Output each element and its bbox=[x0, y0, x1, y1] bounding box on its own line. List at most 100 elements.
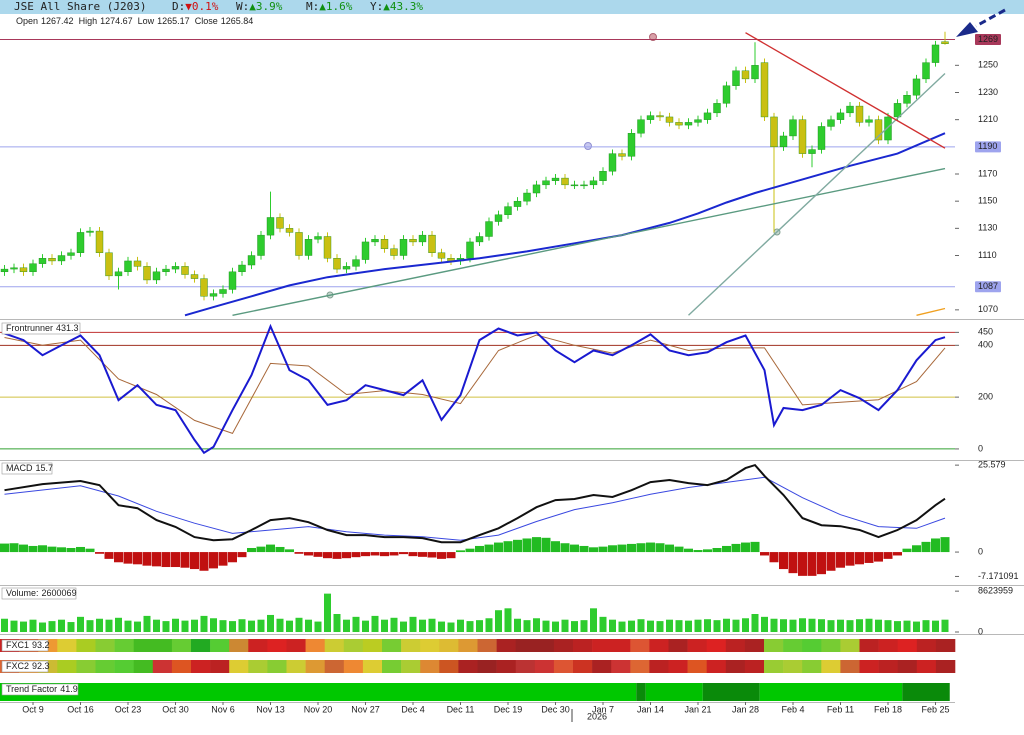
volume-bar bbox=[504, 608, 512, 632]
volume-bar bbox=[153, 619, 160, 632]
histogram-bar bbox=[0, 543, 9, 553]
histogram-bar bbox=[931, 538, 940, 553]
candle-body bbox=[504, 206, 512, 215]
candle-body bbox=[836, 112, 845, 120]
change-item: W:▲3.9% bbox=[236, 0, 283, 13]
heat-cell bbox=[477, 660, 497, 673]
y-tick-label: 0 bbox=[978, 546, 983, 556]
volume-bar bbox=[248, 620, 255, 632]
panel-title-name: Trend Factor bbox=[6, 684, 57, 694]
heat-cell bbox=[458, 639, 478, 652]
heat-cell bbox=[630, 639, 650, 652]
heat-cell bbox=[802, 639, 822, 652]
volume-bar bbox=[704, 619, 711, 632]
histogram-bar bbox=[237, 552, 247, 558]
histogram-bar bbox=[855, 552, 864, 565]
volume-bar bbox=[162, 621, 170, 632]
trend-segment bbox=[636, 683, 646, 701]
candle-body bbox=[266, 217, 275, 236]
volume-bar bbox=[618, 621, 626, 632]
histogram-bar bbox=[123, 552, 133, 564]
volume-bar bbox=[542, 620, 550, 632]
ohlc-value: 1265.84 bbox=[221, 16, 254, 26]
level-label-box bbox=[975, 34, 1001, 46]
change-value: ▲1.6% bbox=[319, 0, 352, 13]
candle-body bbox=[190, 274, 199, 279]
heat-cell bbox=[57, 660, 77, 673]
x-tick-label: Nov 20 bbox=[304, 704, 333, 714]
anchor-point bbox=[649, 33, 657, 41]
histogram-bar bbox=[104, 552, 114, 559]
volume-bar bbox=[314, 621, 322, 632]
histogram-bar bbox=[807, 552, 817, 576]
heat-cell bbox=[553, 660, 574, 673]
heat-cell bbox=[210, 639, 230, 652]
heat-cell bbox=[859, 660, 879, 673]
candle-body bbox=[143, 266, 151, 281]
volume-bar bbox=[875, 619, 882, 632]
volume-bar bbox=[761, 616, 768, 632]
x-tick-label: Feb 11 bbox=[827, 704, 854, 714]
line bbox=[4, 463, 946, 544]
volume-bar bbox=[276, 618, 284, 632]
candle-body bbox=[95, 230, 104, 253]
histogram-bar bbox=[636, 543, 646, 553]
candle-body bbox=[817, 126, 826, 150]
heat-cell bbox=[725, 639, 746, 652]
heat-cell bbox=[935, 639, 956, 652]
candle-body bbox=[428, 234, 436, 253]
heat-cell bbox=[152, 660, 173, 673]
candle-body bbox=[285, 228, 294, 233]
heat-cell bbox=[744, 639, 765, 652]
x-tick-label: Feb 25 bbox=[921, 704, 949, 714]
panel-title: Frontrunner 431.3 bbox=[6, 323, 79, 333]
volume-bar bbox=[191, 619, 198, 632]
volume-bar bbox=[96, 618, 103, 632]
histogram-bar bbox=[912, 545, 921, 553]
heat-cell bbox=[916, 660, 937, 673]
histogram-bar bbox=[684, 548, 693, 553]
panel-title-box bbox=[1, 660, 49, 673]
heat-cell bbox=[324, 639, 345, 652]
heat-cell bbox=[362, 639, 383, 652]
heat-cell bbox=[229, 660, 249, 673]
heat-cell bbox=[286, 660, 306, 673]
volume-bar bbox=[447, 622, 455, 632]
heat-cell bbox=[401, 639, 421, 652]
heat-cell bbox=[420, 660, 440, 673]
volume-bar bbox=[751, 614, 759, 632]
candle-body bbox=[276, 217, 284, 229]
heat-cell bbox=[840, 660, 860, 673]
volume-bar bbox=[846, 620, 854, 632]
heat-cell bbox=[401, 660, 421, 673]
histogram-bar bbox=[228, 552, 237, 563]
volume-bar bbox=[685, 620, 692, 632]
heat-cell bbox=[248, 639, 268, 652]
panel-title-value: 15.7 bbox=[36, 463, 54, 473]
volume-bar bbox=[571, 621, 578, 632]
volume-bar bbox=[742, 618, 749, 632]
volume-bar bbox=[932, 620, 939, 632]
volume-bar bbox=[514, 618, 521, 632]
x-tick-label: Feb 4 bbox=[781, 704, 804, 714]
heat-cell bbox=[783, 660, 803, 673]
candle-body bbox=[561, 177, 569, 186]
volume-bar bbox=[485, 618, 493, 632]
histogram-bar bbox=[921, 541, 931, 553]
histogram-bar bbox=[465, 548, 475, 553]
candle-body bbox=[608, 153, 617, 172]
y-tick-label: 1150 bbox=[978, 196, 997, 206]
y-tick-label: 1170 bbox=[978, 168, 997, 178]
heat-cell bbox=[133, 639, 154, 652]
candle-body bbox=[10, 267, 18, 270]
heat-cell bbox=[382, 639, 402, 652]
candle-body bbox=[0, 268, 9, 273]
panel-title-value: 93.2 bbox=[32, 640, 50, 650]
histogram-bar bbox=[256, 546, 266, 553]
histogram-bar bbox=[902, 548, 912, 553]
histogram-bar bbox=[940, 537, 950, 553]
volume-bar bbox=[789, 619, 797, 632]
candle-body bbox=[675, 122, 683, 126]
panel-title-value: 92.3 bbox=[32, 661, 50, 671]
volume-bar bbox=[257, 619, 265, 632]
